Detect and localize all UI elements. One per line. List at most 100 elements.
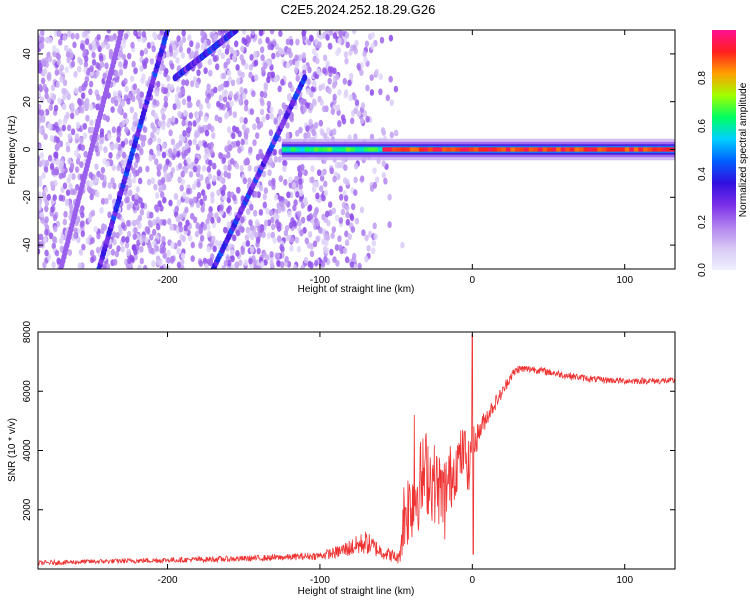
noise-speck xyxy=(58,162,63,170)
noise-speck xyxy=(235,64,240,71)
noise-speck xyxy=(109,35,115,42)
noise-speck xyxy=(177,91,183,99)
noise-speck xyxy=(124,241,130,249)
noise-speck xyxy=(148,154,153,162)
noise-speck xyxy=(292,204,297,212)
noise-speck xyxy=(338,217,344,224)
noise-speck xyxy=(138,197,143,204)
noise-speck xyxy=(38,191,42,199)
noise-speck xyxy=(293,199,298,207)
noise-speck xyxy=(159,265,164,269)
noise-speck xyxy=(62,103,67,111)
noise-speck xyxy=(278,148,283,156)
noise-speck xyxy=(183,149,189,157)
noise-speck xyxy=(280,78,285,86)
noise-speck xyxy=(190,80,195,88)
carrier-cell xyxy=(656,147,662,152)
noise-speck xyxy=(328,201,333,209)
noise-speck xyxy=(221,72,227,80)
carrier-cell xyxy=(519,147,525,152)
noise-speck xyxy=(176,35,181,43)
noise-speck xyxy=(195,222,200,229)
noise-speck xyxy=(198,103,204,111)
x-tick-label: -100 xyxy=(310,275,330,286)
noise-speck xyxy=(301,52,306,59)
noise-speck xyxy=(190,255,195,262)
noise-speck xyxy=(199,234,205,242)
noise-speck xyxy=(51,242,56,250)
noise-speck xyxy=(43,236,48,244)
noise-speck xyxy=(335,259,340,267)
noise-speck xyxy=(286,191,291,199)
noise-speck xyxy=(290,236,295,244)
noise-speck xyxy=(232,111,237,119)
noise-speck xyxy=(102,263,107,269)
noise-speck xyxy=(38,126,43,134)
noise-speck xyxy=(134,193,139,200)
noise-speck xyxy=(47,154,53,162)
noise-speck xyxy=(216,189,221,197)
noise-speck xyxy=(139,245,144,253)
noise-speck xyxy=(311,129,316,137)
noise-speck xyxy=(127,257,132,265)
noise-speck xyxy=(248,71,253,79)
noise-speck xyxy=(279,244,284,251)
noise-speck xyxy=(388,75,393,83)
noise-speck xyxy=(203,67,208,75)
noise-speck xyxy=(327,66,333,73)
noise-speck xyxy=(168,199,173,207)
noise-speck xyxy=(110,249,116,256)
noise-speck xyxy=(255,153,261,161)
noise-speck xyxy=(244,138,249,146)
noise-speck xyxy=(383,177,388,185)
noise-speck xyxy=(349,72,354,80)
x-tick-label: 100 xyxy=(616,275,633,286)
carrier-cell xyxy=(405,147,411,152)
noise-speck xyxy=(254,219,260,226)
carrier-cell xyxy=(423,147,429,152)
noise-speck xyxy=(99,55,104,62)
noise-speck xyxy=(252,139,257,147)
noise-speck xyxy=(152,218,157,226)
noise-speck xyxy=(198,242,203,249)
noise-speck xyxy=(269,30,275,35)
noise-speck xyxy=(329,248,334,256)
carrier-cell xyxy=(524,147,530,152)
noise-speck xyxy=(162,219,167,226)
y-tick-label: 20 xyxy=(22,96,33,108)
noise-speck xyxy=(298,126,303,134)
noise-speck xyxy=(178,40,184,47)
noise-speck xyxy=(182,130,187,137)
noise-speck xyxy=(126,203,131,211)
noise-speck xyxy=(194,230,200,238)
noise-speck xyxy=(266,76,271,84)
noise-speck xyxy=(380,127,386,134)
noise-speck xyxy=(132,233,137,241)
noise-speck xyxy=(168,129,173,137)
noise-speck xyxy=(169,83,175,91)
noise-speck xyxy=(309,261,314,269)
noise-speck xyxy=(312,80,317,88)
noise-speck xyxy=(186,101,192,109)
noise-speck xyxy=(197,140,203,148)
noise-speck xyxy=(207,230,212,238)
noise-speck xyxy=(277,85,282,93)
noise-speck xyxy=(332,93,337,101)
snr-y-axis-label: SNR (10 * v/v) xyxy=(7,418,18,482)
noise-speck xyxy=(253,209,258,217)
noise-speck xyxy=(128,189,133,197)
noise-speck xyxy=(46,73,51,81)
noise-speck xyxy=(178,134,184,141)
noise-speck xyxy=(149,148,154,156)
noise-speck xyxy=(295,74,300,82)
noise-speck xyxy=(194,50,199,58)
noise-speck xyxy=(354,39,359,47)
noise-speck xyxy=(342,77,347,85)
noise-speck xyxy=(272,237,277,244)
carrier-cell xyxy=(281,147,287,152)
noise-speck xyxy=(44,216,49,224)
noise-speck xyxy=(116,131,122,138)
noise-speck xyxy=(131,176,137,184)
noise-speck xyxy=(245,157,250,165)
noise-speck xyxy=(263,219,269,227)
